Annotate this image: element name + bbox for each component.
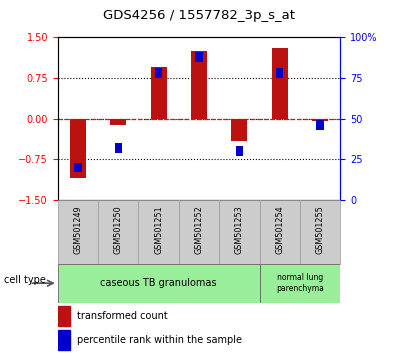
Bar	[58, 200, 98, 264]
Bar	[70, 119, 86, 178]
Bar	[115, 143, 122, 153]
Bar	[179, 200, 219, 264]
Text: transformed count: transformed count	[78, 311, 168, 321]
Bar	[58, 330, 70, 350]
Bar	[155, 68, 162, 78]
Text: percentile rank within the sample: percentile rank within the sample	[78, 335, 242, 345]
Text: GSM501253: GSM501253	[235, 205, 244, 254]
Bar	[316, 120, 324, 130]
Text: GDS4256 / 1557782_3p_s_at: GDS4256 / 1557782_3p_s_at	[103, 9, 295, 22]
Bar	[191, 51, 207, 119]
Bar	[58, 264, 259, 303]
Text: cell type: cell type	[4, 275, 46, 285]
Bar	[259, 264, 340, 303]
Bar	[276, 68, 283, 78]
Bar	[150, 67, 167, 119]
Bar	[219, 200, 259, 264]
Bar	[139, 200, 179, 264]
Bar	[300, 200, 340, 264]
Text: GSM501249: GSM501249	[73, 205, 82, 254]
Bar	[231, 119, 248, 141]
Text: normal lung
parenchyma: normal lung parenchyma	[276, 274, 324, 293]
Bar	[74, 162, 82, 172]
Bar	[236, 146, 243, 156]
Bar	[259, 200, 300, 264]
Text: GSM501254: GSM501254	[275, 205, 284, 254]
Text: GSM501252: GSM501252	[195, 205, 203, 254]
Bar	[58, 306, 70, 326]
Text: GSM501255: GSM501255	[316, 205, 325, 254]
Bar	[195, 52, 203, 62]
Text: GSM501250: GSM501250	[114, 205, 123, 254]
Text: caseous TB granulomas: caseous TB granulomas	[100, 278, 217, 288]
Text: GSM501251: GSM501251	[154, 205, 163, 254]
Bar	[272, 48, 288, 119]
Bar	[98, 200, 139, 264]
Bar	[110, 119, 126, 125]
Bar	[312, 119, 328, 121]
